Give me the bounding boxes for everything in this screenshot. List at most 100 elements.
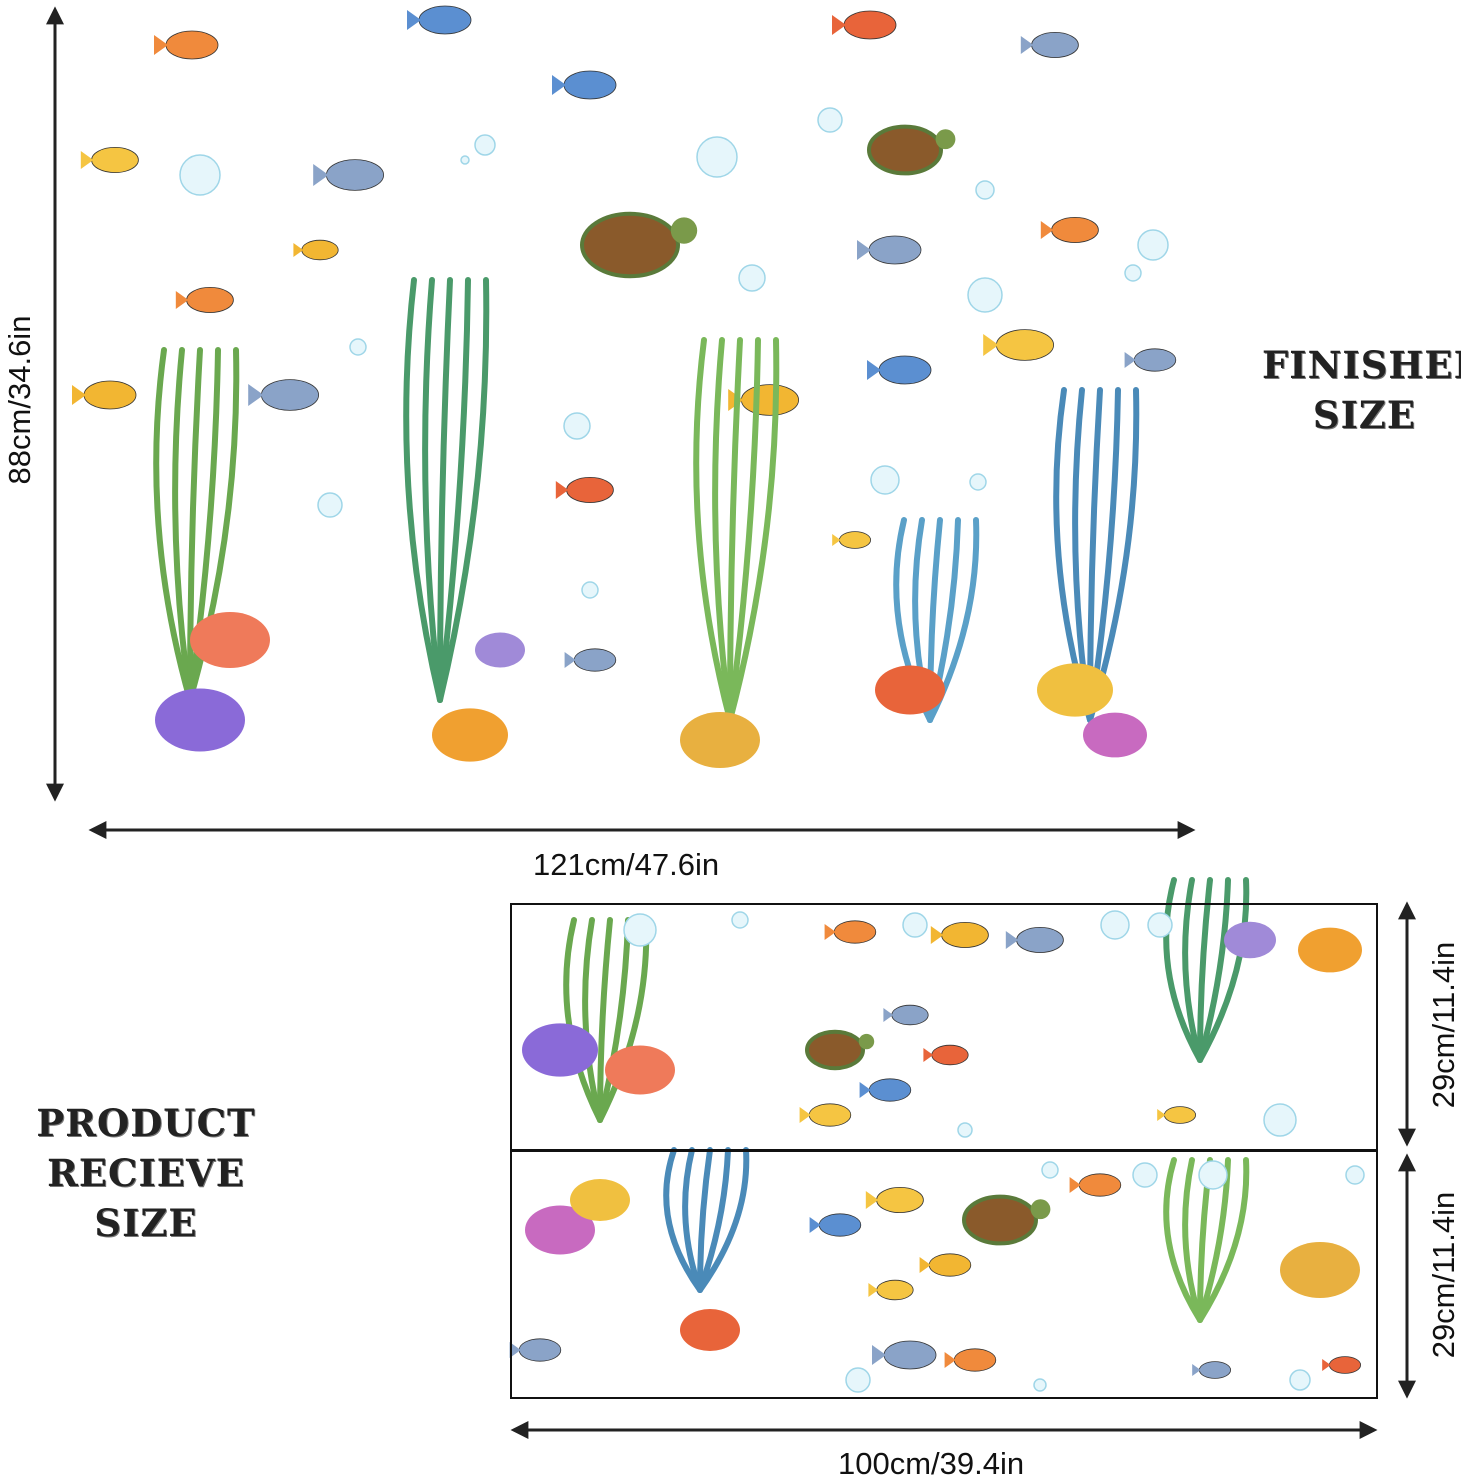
fish-tail-illustration <box>1192 1364 1201 1376</box>
bubble-illustration <box>696 136 738 178</box>
fish-tail-illustration <box>857 240 871 260</box>
fish-tail-illustration <box>72 385 86 405</box>
seaweed-illustration <box>727 337 780 723</box>
coral-illustration <box>1083 712 1147 758</box>
bubble-illustration <box>957 1122 973 1138</box>
coral-illustration <box>680 1309 740 1351</box>
seaweed-illustration <box>1197 877 1250 1063</box>
fish-tail-illustration <box>799 1107 811 1123</box>
fish-tail-illustration <box>923 1048 934 1062</box>
fish-illustration <box>843 10 897 40</box>
turtle-head-illustration <box>935 129 956 150</box>
fish-tail-illustration <box>832 15 846 35</box>
seaweed-illustration <box>437 277 471 703</box>
fish-tail-illustration <box>564 652 576 668</box>
fish-illustration <box>1051 216 1099 243</box>
turtle-illustration <box>962 1194 1038 1246</box>
fish-illustration <box>91 146 139 173</box>
bubble-illustration <box>1198 1160 1228 1190</box>
turtle-head-illustration <box>858 1033 875 1050</box>
turtle-illustration <box>867 124 943 176</box>
sheet2-height-label: 29cm/11.4in <box>1426 1191 1461 1359</box>
receive-title-line2: RECIEVE SIZE <box>47 1151 245 1245</box>
coral-illustration <box>1298 927 1362 973</box>
seaweed-illustration <box>187 347 203 703</box>
coral-illustration <box>1224 921 1276 959</box>
seaweed-illustration <box>663 1147 703 1293</box>
fish-tail-illustration <box>983 334 999 356</box>
bubble-illustration <box>1132 1162 1158 1188</box>
fish-tail-illustration <box>859 1082 871 1098</box>
fish-tail-illustration <box>407 10 421 30</box>
seaweed-illustration <box>403 277 443 703</box>
finished-title-line2: SIZE <box>1312 393 1417 437</box>
fish-illustration <box>260 379 319 411</box>
bubble-illustration <box>975 180 995 200</box>
coral-illustration <box>1037 663 1113 717</box>
bubble-illustration <box>1147 912 1173 938</box>
seaweed-illustration <box>422 277 443 703</box>
bubble-illustration <box>1124 264 1142 282</box>
fish-illustration <box>573 648 617 672</box>
coral-illustration <box>570 1179 630 1221</box>
seaweed-illustration <box>1197 877 1231 1063</box>
coral-illustration <box>475 632 525 668</box>
coral-illustration <box>155 688 245 752</box>
fish-tail-illustration <box>248 384 264 406</box>
seaweed-illustration <box>697 1147 750 1293</box>
fish-tail-illustration <box>80 151 94 169</box>
fish-tail-illustration <box>154 35 168 55</box>
seaweed-illustration <box>727 337 761 723</box>
seaweed-illustration <box>1182 877 1203 1063</box>
coral-illustration <box>875 665 945 715</box>
fish-tail-illustration <box>1124 352 1136 368</box>
fish-tail-illustration <box>555 481 569 499</box>
seaweed-illustration <box>437 277 453 703</box>
fish-illustration <box>741 384 800 416</box>
fish-tail-illustration <box>883 1008 894 1022</box>
bubble-illustration <box>902 912 928 938</box>
seaweed-illustration <box>697 1147 731 1293</box>
bubble-illustration <box>969 473 987 491</box>
coral-illustration <box>522 1023 598 1077</box>
fish-illustration <box>83 380 137 410</box>
seaweed-illustration <box>563 917 603 1123</box>
seaweed-illustration <box>727 337 743 723</box>
seaweed-illustration <box>693 337 733 723</box>
finished-title-line1: FINISHED <box>1262 343 1461 387</box>
finished-width-label: 121cm/47.6in <box>533 847 720 882</box>
fish-tail-illustration <box>872 1345 886 1365</box>
fish-tail-illustration <box>175 291 189 309</box>
seaweed-illustration <box>1163 1157 1203 1323</box>
bubble-illustration <box>1137 229 1169 261</box>
fish-tail-illustration <box>930 926 944 944</box>
seaweed-illustration <box>1182 1157 1203 1323</box>
fish-tail-illustration <box>944 1352 956 1368</box>
fish-tail-illustration <box>865 1191 879 1209</box>
seaweed-illustration <box>597 917 631 1123</box>
bubble-illustration <box>1263 1103 1297 1137</box>
seaweed-illustration <box>172 347 193 703</box>
bubble-illustration <box>317 492 343 518</box>
coral-illustration <box>680 712 760 768</box>
bubble-illustration <box>845 1367 871 1393</box>
fish-tail-illustration <box>509 1342 521 1358</box>
fish-tail-illustration <box>1005 931 1019 949</box>
coral-illustration <box>605 1045 675 1095</box>
turtle-head-illustration <box>1030 1199 1051 1220</box>
bubble-illustration <box>1100 910 1130 940</box>
bubble-illustration <box>474 134 496 156</box>
fish-tail-illustration <box>824 924 836 940</box>
coral-illustration <box>525 1205 595 1255</box>
fish-illustration <box>878 355 932 385</box>
fish-illustration <box>301 239 339 261</box>
fish-illustration <box>868 235 922 265</box>
turtle-illustration <box>580 211 680 279</box>
bubble-illustration <box>1345 1165 1365 1185</box>
turtle-head-illustration <box>670 217 698 244</box>
coral-illustration <box>432 708 508 762</box>
fish-tail-illustration <box>313 164 329 186</box>
seaweed-illustration <box>597 917 613 1123</box>
fish-tail-illustration <box>809 1217 821 1233</box>
